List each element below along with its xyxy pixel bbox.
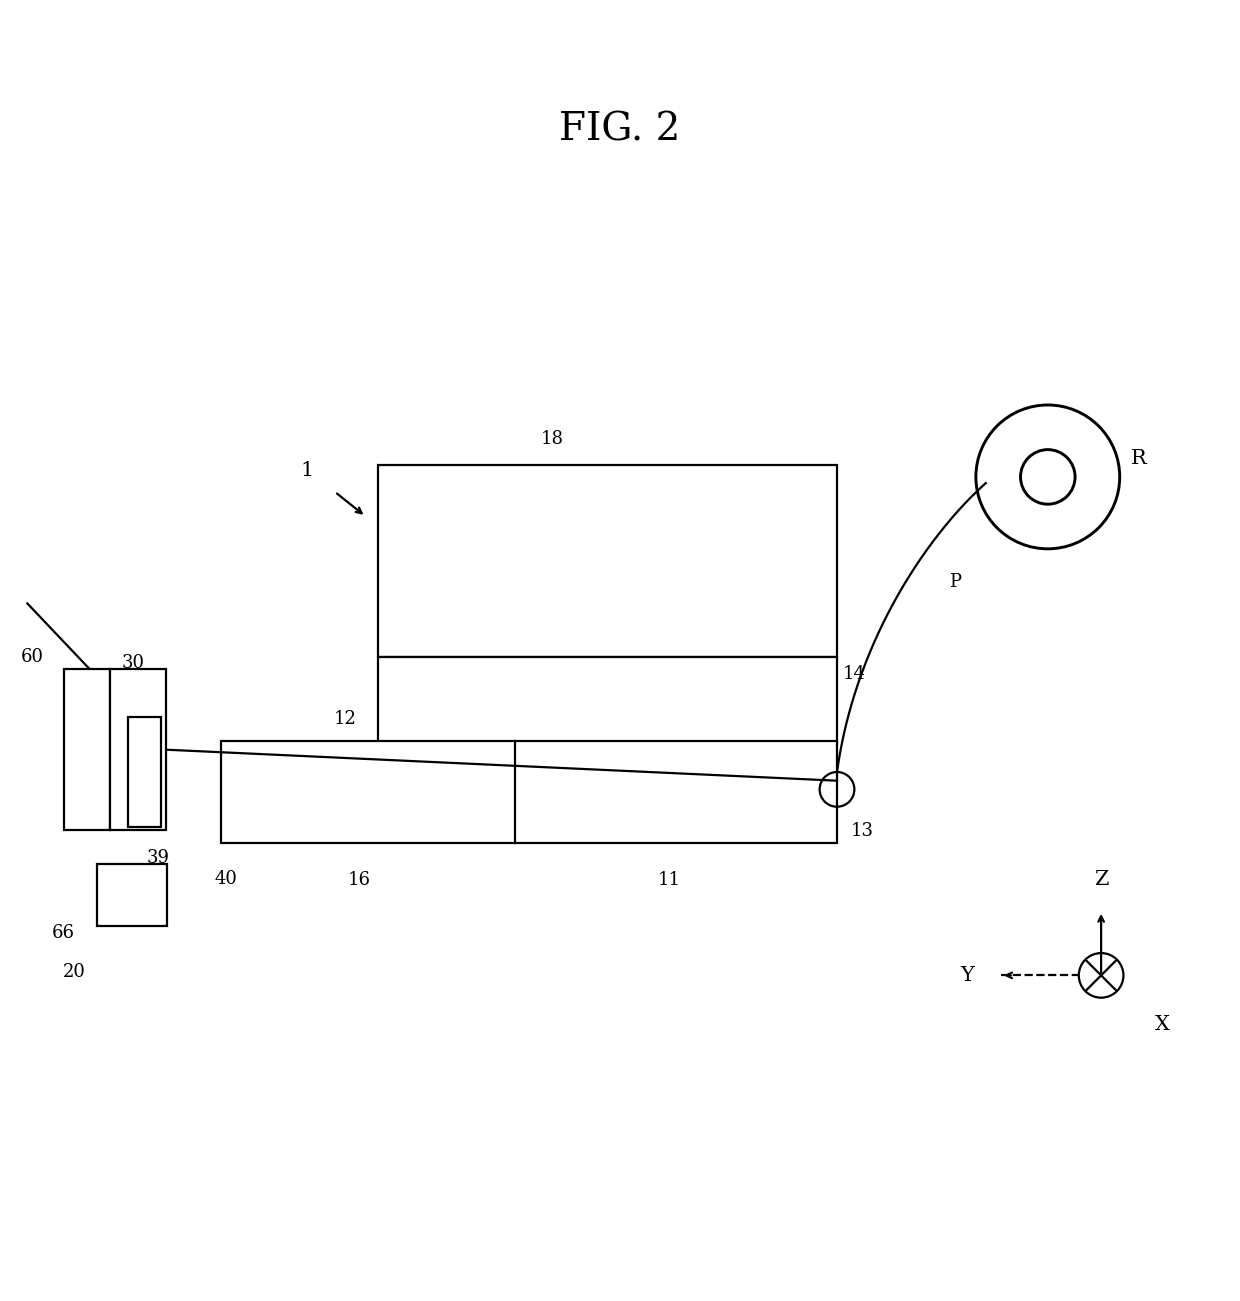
- Text: X: X: [1154, 1015, 1169, 1034]
- Text: 16: 16: [348, 872, 371, 889]
- Text: FIG. 2: FIG. 2: [559, 111, 681, 148]
- Bar: [64, 669, 110, 830]
- Text: 11: 11: [658, 872, 681, 889]
- Text: 12: 12: [335, 710, 357, 727]
- Text: 20: 20: [63, 963, 86, 981]
- Text: 30: 30: [122, 654, 145, 673]
- Text: 66: 66: [51, 924, 74, 942]
- Text: Y: Y: [960, 965, 973, 985]
- Text: 18: 18: [541, 431, 563, 449]
- Text: 60: 60: [20, 648, 43, 666]
- Text: Z: Z: [1094, 870, 1109, 890]
- Bar: [378, 657, 837, 743]
- Bar: [221, 742, 837, 843]
- Text: R: R: [1131, 449, 1147, 468]
- Text: P: P: [949, 574, 961, 591]
- Bar: [128, 717, 161, 826]
- Bar: [97, 864, 167, 926]
- Text: 13: 13: [851, 822, 874, 839]
- Text: 39: 39: [146, 848, 170, 866]
- Text: 14: 14: [843, 665, 866, 683]
- Text: 1: 1: [301, 461, 314, 480]
- Bar: [378, 464, 837, 657]
- Text: 40: 40: [215, 870, 237, 889]
- Bar: [110, 669, 166, 830]
